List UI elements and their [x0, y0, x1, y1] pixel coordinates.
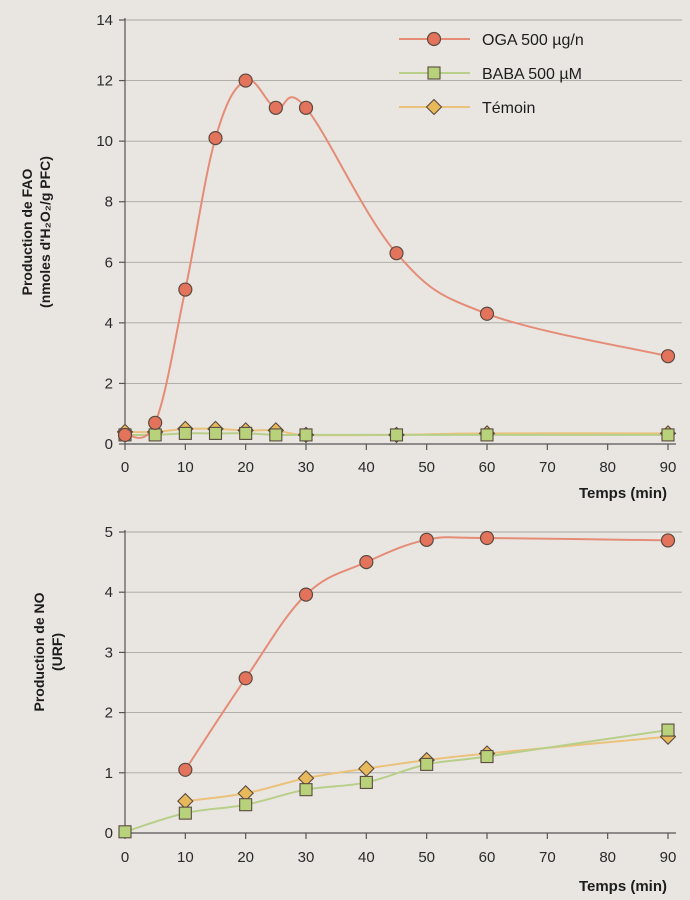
data-point-0 — [117, 427, 133, 443]
data-point-0 — [298, 100, 314, 115]
series-line-0 — [184, 536, 669, 771]
data-point-1 — [269, 428, 283, 442]
data-point-0 — [479, 306, 495, 321]
x-tick-label: 80 — [599, 849, 616, 866]
data-point-0 — [178, 282, 193, 297]
data-point-1 — [178, 426, 192, 440]
x-tick-label: 20 — [237, 849, 254, 866]
legend-label: BABA 500 µM — [482, 66, 582, 83]
data-point-1 — [239, 426, 253, 440]
data-point-0 — [238, 73, 253, 88]
y-tick-label: 2 — [105, 705, 113, 722]
data-point-1 — [208, 426, 223, 440]
y-tick-label: 4 — [105, 315, 113, 332]
x-tick-label: 10 — [177, 459, 194, 476]
y-axis-title-line1: Production de NO — [31, 592, 47, 711]
y-axis-title-line2: (nmoles d'H₂O₂/g PFC) — [37, 156, 53, 308]
legend-label: OGA 500 µg/n — [482, 32, 584, 49]
x-tick-label: 30 — [298, 849, 315, 866]
chart-fao: 0 2 4 6 8 10 12 14 0 10 20 30 40 50 60 70 80 90 Temps (min… — [19, 12, 682, 502]
data-point-1 — [480, 749, 494, 764]
data-point-0 — [148, 415, 163, 430]
data-point-0 — [660, 349, 676, 364]
y-axis-title-line2: (URF) — [49, 633, 65, 671]
data-point-0 — [178, 762, 193, 777]
data-point-1 — [661, 428, 675, 442]
x-tick-label: 60 — [479, 849, 496, 866]
data-point-2 — [358, 760, 375, 777]
x-tick-label: 30 — [298, 459, 315, 476]
data-point-0 — [389, 246, 404, 261]
y-tick-label: 5 — [105, 524, 113, 541]
data-point-1 — [178, 806, 192, 820]
data-point-0 — [479, 530, 495, 546]
y-tick-label: 4 — [105, 584, 113, 601]
x-tick-label: 20 — [237, 459, 254, 476]
x-tick-label: 70 — [539, 459, 556, 476]
data-point-1 — [299, 783, 313, 797]
y-tick-label: 12 — [96, 73, 113, 90]
x-tick-label: 50 — [418, 459, 435, 476]
data-point-1 — [148, 428, 162, 442]
y-axis-title-line1: Production de FAO — [19, 169, 35, 296]
legend-marker — [426, 31, 442, 47]
x-tick-label: 40 — [358, 849, 375, 866]
data-point-1 — [661, 723, 675, 737]
x-axis-title: Temps (min) — [579, 878, 667, 895]
x-tick-label: 90 — [660, 459, 677, 476]
data-point-0 — [268, 100, 283, 115]
y-tick-label: 0 — [105, 825, 113, 842]
data-point-1 — [389, 428, 404, 442]
data-point-1 — [480, 428, 494, 442]
data-point-0 — [298, 587, 314, 602]
y-tick-label: 10 — [96, 133, 113, 150]
legend-marker — [427, 66, 441, 80]
data-point-1 — [299, 428, 313, 442]
series-line-1 — [124, 729, 669, 833]
y-tick-label: 1 — [105, 765, 113, 782]
legend-marker — [425, 98, 443, 116]
data-point-0 — [208, 131, 223, 146]
data-point-1 — [359, 775, 373, 789]
x-tick-label: 80 — [599, 459, 616, 476]
data-point-0 — [660, 533, 676, 548]
data-point-2 — [177, 792, 194, 810]
x-tick-label: 70 — [539, 849, 556, 866]
y-tick-label: 8 — [105, 194, 113, 211]
data-point-0 — [419, 532, 434, 547]
y-tick-label: 6 — [105, 254, 113, 271]
x-tick-label: 0 — [121, 459, 129, 476]
x-tick-label: 90 — [660, 849, 677, 866]
data-point-1 — [239, 798, 253, 812]
data-point-0 — [238, 671, 253, 686]
data-point-0 — [359, 554, 374, 570]
y-tick-label: 0 — [105, 436, 113, 453]
legend-label: Témoin — [482, 100, 535, 117]
y-tick-label: 3 — [105, 644, 113, 661]
data-point-1 — [118, 825, 132, 839]
x-tick-label: 40 — [358, 459, 375, 476]
x-axis-title: Temps (min) — [579, 485, 667, 502]
data-point-1 — [420, 757, 434, 771]
y-tick-label: 2 — [105, 375, 113, 392]
x-tick-label: 0 — [121, 849, 129, 866]
x-tick-label: 10 — [177, 849, 194, 866]
x-tick-label: 60 — [479, 459, 496, 476]
x-tick-label: 50 — [418, 849, 435, 866]
y-tick-label: 14 — [96, 12, 113, 29]
